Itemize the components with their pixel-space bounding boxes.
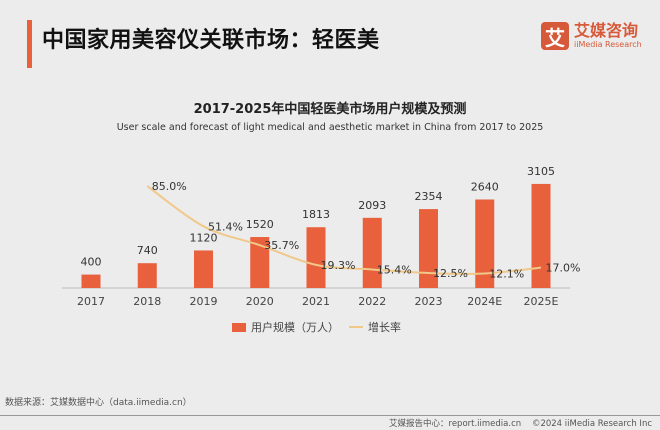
page-title: 中国家用美容仪关联市场：轻医美 bbox=[42, 28, 380, 53]
bar-label: 3105 bbox=[527, 165, 555, 178]
x-tick-label: 2019 bbox=[190, 295, 218, 308]
bar-label: 2093 bbox=[358, 199, 386, 212]
growth-rate-label: 19.3% bbox=[321, 259, 356, 272]
bar-label: 2640 bbox=[471, 181, 499, 194]
growth-rate-line bbox=[146, 185, 542, 275]
x-tick-label: 2017 bbox=[77, 295, 105, 308]
bar bbox=[137, 263, 157, 288]
bar bbox=[306, 227, 326, 288]
data-source: 数据来源：艾媒数据中心（data.iimedia.cn） bbox=[5, 398, 192, 408]
x-tick-label: 2023 bbox=[415, 295, 443, 308]
footer: 艾媒报告中心：report.iimedia.cn ©2024 iiMedia R… bbox=[389, 417, 652, 429]
growth-rate-label: 15.4% bbox=[377, 264, 412, 277]
x-tick-label: 2021 bbox=[302, 295, 330, 308]
x-tick-label: 2024E bbox=[467, 295, 502, 308]
growth-rate-label: 12.1% bbox=[489, 267, 524, 280]
logo-en: iiMedia Research bbox=[574, 40, 642, 49]
bar bbox=[362, 217, 382, 288]
x-tick-label: 2018 bbox=[133, 295, 161, 308]
logo-mark: 艾 bbox=[541, 22, 569, 50]
legend-line-label: 增长率 bbox=[368, 321, 401, 334]
bar-label: 1520 bbox=[246, 218, 274, 231]
legend-bar-label: 用户规模（万人） bbox=[251, 321, 339, 334]
growth-rate-label: 17.0% bbox=[546, 262, 581, 275]
growth-rate-label: 35.7% bbox=[264, 239, 299, 252]
bar bbox=[475, 199, 495, 288]
growth-rate-label: 51.4% bbox=[208, 220, 243, 233]
chart-subtitle: User scale and forecast of light medical… bbox=[116, 122, 544, 133]
title-accent-bar bbox=[27, 20, 32, 68]
bar-label: 1120 bbox=[190, 231, 218, 244]
footer-copyright: ©2024 iiMedia Research Inc bbox=[531, 419, 652, 429]
bar-label: 400 bbox=[81, 256, 102, 269]
bar-label: 740 bbox=[137, 244, 158, 257]
logo: 艾 艾媒咨询 iiMedia Research bbox=[541, 22, 642, 50]
bar bbox=[250, 237, 270, 288]
growth-rate-label: 12.5% bbox=[433, 267, 468, 280]
footer-divider bbox=[0, 415, 660, 416]
x-tick-label: 2020 bbox=[246, 295, 274, 308]
bar bbox=[419, 209, 438, 288]
logo-cn: 艾媒咨询 bbox=[574, 21, 639, 40]
bar bbox=[194, 250, 213, 288]
x-tick-label: 2025E bbox=[524, 295, 559, 308]
legend: 用户规模（万人） 增长率 bbox=[232, 319, 401, 335]
legend-line-swatch bbox=[349, 326, 363, 328]
x-tick-label: 2022 bbox=[358, 295, 386, 308]
bar bbox=[81, 274, 101, 288]
growth-rate-label: 85.0% bbox=[152, 180, 187, 193]
chart-title: 2017-2025年中国轻医美市场用户规模及预测 bbox=[193, 102, 467, 117]
footer-report[interactable]: 艾媒报告中心：report.iimedia.cn bbox=[389, 419, 522, 429]
bar-label: 2354 bbox=[415, 190, 443, 203]
bar bbox=[531, 183, 551, 288]
legend-bar-swatch bbox=[232, 322, 246, 332]
bar-label: 1813 bbox=[302, 208, 330, 221]
